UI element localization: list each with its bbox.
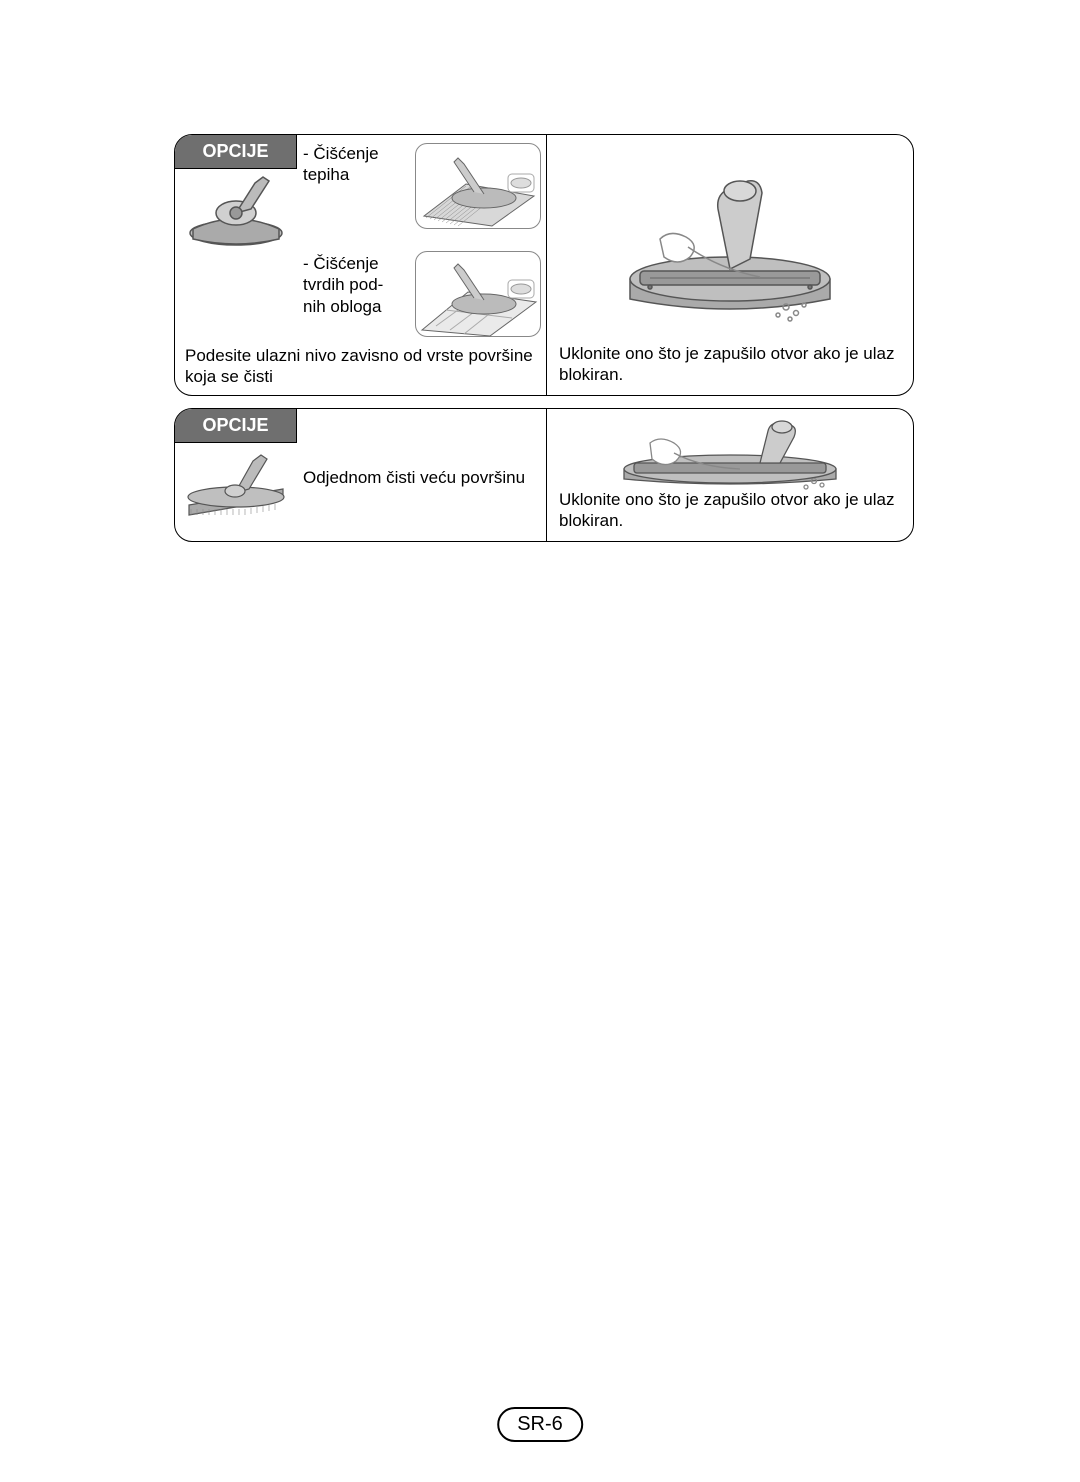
- unblock-illustration-1: [600, 139, 860, 339]
- section2-right-instruction: Uklonite ono što je zapušilo otvor ako j…: [559, 489, 899, 532]
- carpet-clean-label: - Čišćenje tepiha: [303, 143, 413, 186]
- section1-right-instruction: Uklonite ono što je zapušilo otvor ako j…: [559, 343, 899, 386]
- hardfloor-illustration: [415, 251, 541, 337]
- section2-left-panel: OPCIJE: [175, 409, 547, 541]
- unblock-illustration-2: [600, 413, 860, 497]
- page-content: OPCIJE - Čišćenje tepiha - Čišćenje tvrd…: [174, 134, 914, 554]
- hardfloor-clean-label: - Čišćenje tvrdih pod- nih obloga: [303, 253, 423, 317]
- option-section-2: OPCIJE: [174, 408, 914, 542]
- section2-header: OPCIJE: [175, 409, 297, 443]
- section2-mid-text: Odjednom čisti veću površinu: [303, 467, 533, 488]
- section1-left-instruction: Podesite ulazni nivo zavisno od vrste po…: [185, 345, 537, 388]
- section1-header: OPCIJE: [175, 135, 297, 169]
- section1-left-panel: OPCIJE - Čišćenje tepiha - Čišćenje tvrd…: [175, 135, 547, 395]
- page-number: SR-6: [497, 1407, 583, 1442]
- wide-nozzle-illustration: [183, 443, 289, 527]
- carpet-illustration: [415, 143, 541, 229]
- section2-right-panel: Uklonite ono što je zapušilo otvor ako j…: [547, 409, 913, 541]
- nozzle-illustration-1: [183, 169, 289, 253]
- option-section-1: OPCIJE - Čišćenje tepiha - Čišćenje tvrd…: [174, 134, 914, 396]
- section1-right-panel: Uklonite ono što je zapušilo otvor ako j…: [547, 135, 913, 395]
